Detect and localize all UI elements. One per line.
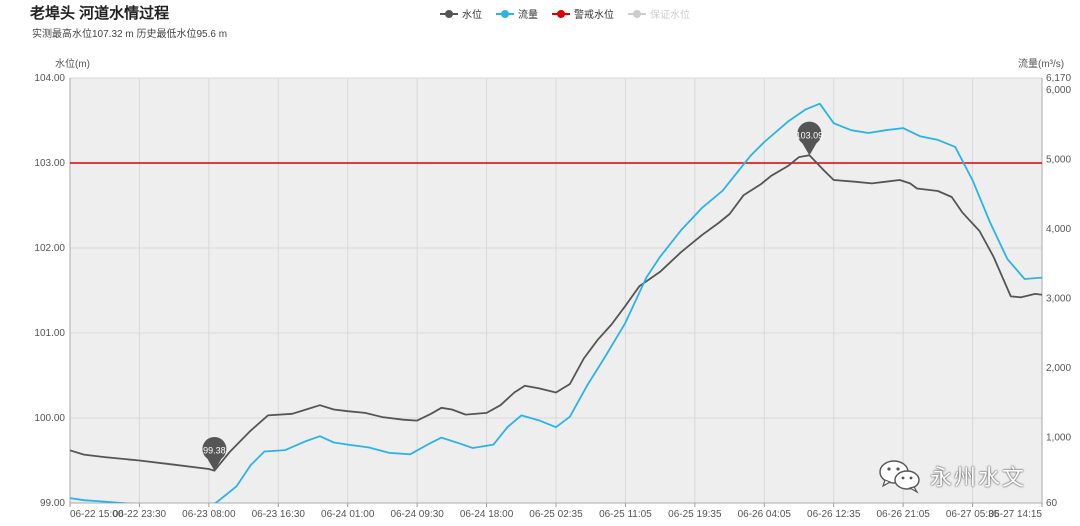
legend-label-water-level: 水位	[462, 10, 482, 21]
y-left-tick-label: 99.00	[40, 498, 65, 509]
x-tick-label: 06-25 02:35	[529, 509, 583, 520]
y-left-tick-label: 104.00	[34, 73, 65, 84]
legend: 水位 流量 警戒水位 保证水位	[440, 6, 690, 21]
y-axis-label-left: 水位(m)	[55, 57, 90, 70]
y-right-tick-label: 4,000	[1046, 224, 1071, 235]
legend-swatch-warning-icon	[552, 9, 570, 19]
legend-item-water-level[interactable]: 水位	[440, 6, 482, 21]
watermark-text: 永州水文	[930, 466, 1027, 491]
pin-marker-shape	[202, 436, 227, 471]
y-right-tick-label: 3,000	[1046, 293, 1071, 304]
legend-label-flow: 流量	[518, 10, 538, 21]
flow-series	[70, 102, 1042, 503]
y-right-tick-label: 6,170	[1046, 73, 1071, 84]
legend-swatch-water-level-icon	[440, 9, 458, 19]
pin-marker-label: 99.38	[203, 446, 226, 456]
marker-layer: 99.38 103.09	[202, 121, 824, 471]
pin-marker[interactable]: 103.09	[796, 121, 824, 156]
pin-marker-shape	[797, 121, 822, 156]
chart-subtitle: 实测最高水位107.32 m 历史最低水位95.6 m	[32, 29, 228, 40]
water-level-series	[70, 154, 1042, 472]
y-left-tick-label: 101.00	[34, 328, 65, 339]
x-tick-label: 06-23 08:00	[182, 509, 236, 520]
x-tick-label: 06-24 09:30	[390, 509, 444, 520]
wechat-icon	[879, 460, 920, 494]
y-right-tick-label: 2,000	[1046, 363, 1071, 374]
series-layer	[70, 102, 1042, 503]
y-right-tick-label: 1,000	[1046, 433, 1071, 444]
x-tick-label: 06-26 21:05	[876, 509, 930, 520]
x-tick-label: 06-25 11:05	[599, 509, 652, 520]
x-tick-label: 06-26 12:35	[807, 509, 861, 520]
pin-marker-label: 103.09	[796, 130, 824, 140]
x-tick-label: 06-24 18:00	[460, 509, 514, 520]
y-axis-label-right: 流量(m³/s)	[1018, 57, 1064, 70]
x-tick-label: 06-24 01:00	[321, 509, 375, 520]
legend-label-guarantee-level: 保证水位	[650, 10, 690, 21]
x-tick-label: 06-22 23:30	[113, 509, 167, 520]
y-left-tick-label: 102.00	[34, 243, 65, 254]
legend-swatch-flow-icon	[496, 9, 514, 19]
watermark: 永州水文	[878, 458, 1026, 494]
pin-marker[interactable]: 99.38	[202, 436, 227, 471]
y-right-tick-label: 6,000	[1046, 85, 1071, 96]
y-left-tick-label: 100.00	[34, 413, 65, 424]
legend-swatch-guarantee-icon	[628, 9, 646, 19]
x-tick-label: 06-27 05:35	[946, 509, 1000, 520]
legend-item-guarantee-level[interactable]: 保证水位	[628, 6, 690, 21]
legend-item-warning-level[interactable]: 警戒水位	[552, 6, 614, 21]
x-tick-label: 06-22 15:00	[70, 509, 124, 520]
x-tick-label: 06-27 14:15	[989, 509, 1043, 520]
y-right-tick-label: 60	[1046, 498, 1058, 509]
x-tick-label: 06-23 16:30	[252, 509, 306, 520]
chart-title: 老埠头 河道水情过程	[30, 5, 170, 22]
legend-label-warning-level: 警戒水位	[574, 10, 614, 21]
y-left-tick-label: 103.00	[34, 158, 65, 169]
x-tick-label: 06-26 04:05	[738, 509, 792, 520]
y-right-tick-label: 5,000	[1046, 154, 1071, 165]
legend-item-flow[interactable]: 流量	[496, 6, 538, 21]
x-tick-label: 06-25 19:35	[668, 509, 722, 520]
